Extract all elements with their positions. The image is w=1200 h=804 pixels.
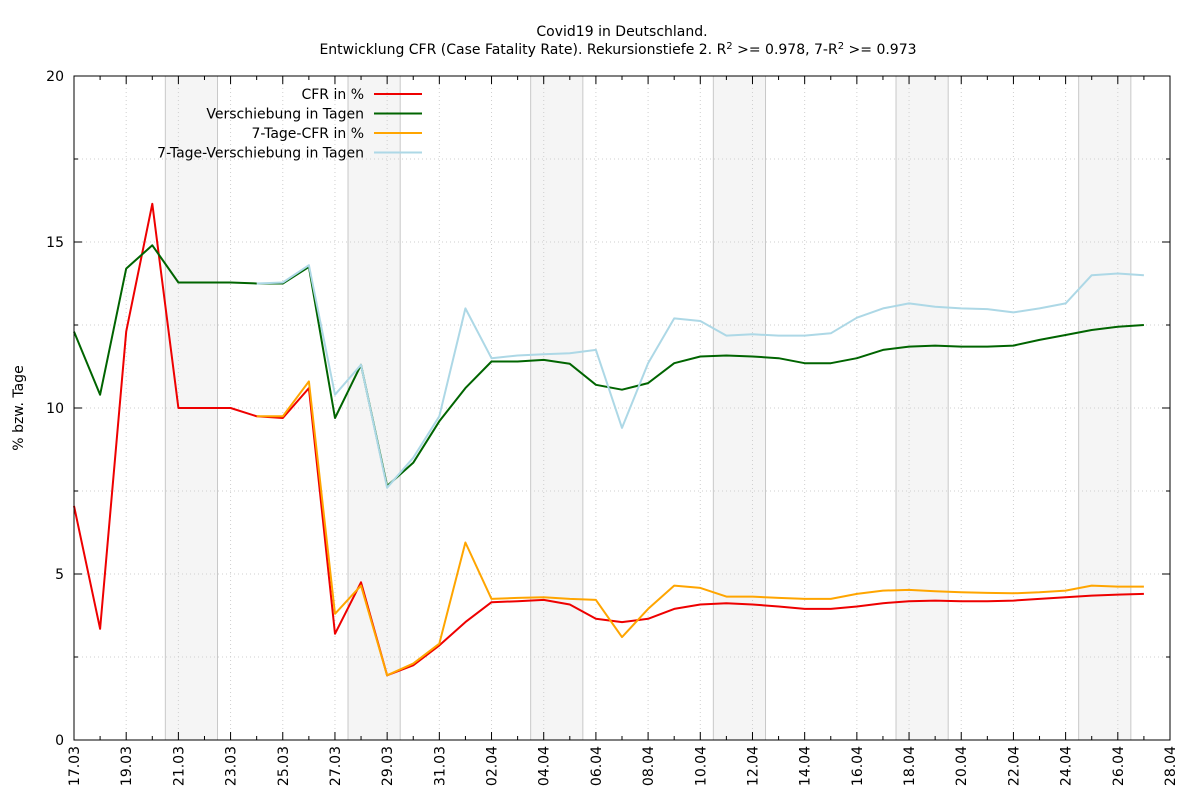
x-tick-label: 14.04 — [798, 746, 814, 786]
series-line-1 — [73, 202, 1144, 677]
x-tick-label: 19.03 — [119, 746, 135, 786]
x-tick-label: 12.04 — [745, 746, 761, 786]
x-tick-label: 10.04 — [693, 746, 709, 786]
x-tick-label: 22.04 — [1006, 746, 1022, 786]
series-line-2 — [73, 244, 1144, 487]
series-line-4 — [256, 264, 1144, 489]
x-tick-label: 24.04 — [1059, 746, 1075, 786]
weekend-band — [713, 76, 766, 740]
y-tick-label: 0 — [55, 733, 64, 749]
x-tick-label: 29.03 — [380, 746, 396, 786]
legend-label-2: Verschiebung in Tagen — [206, 107, 364, 123]
x-tick-label: 04.04 — [537, 746, 553, 786]
chart-title-line2: Entwicklung CFR (Case Fatality Rate). Re… — [319, 41, 916, 59]
x-tick-label: 31.03 — [432, 746, 448, 786]
x-tick-label: 20.04 — [954, 746, 970, 786]
x-tick-label: 16.04 — [850, 746, 866, 786]
x-tick-label: 23.03 — [224, 746, 240, 786]
x-tick-label: 08.04 — [641, 746, 657, 786]
series-line-3 — [256, 380, 1144, 677]
y-tick-label: 15 — [46, 235, 64, 251]
x-tick-label: 06.04 — [589, 746, 605, 786]
x-tick-label: 26.04 — [1111, 746, 1127, 786]
x-tick-label: 02.04 — [485, 746, 501, 786]
y-tick-label: 20 — [46, 69, 64, 85]
x-tick-label: 21.03 — [171, 746, 187, 786]
x-tick-label: 28.04 — [1163, 746, 1179, 786]
y-tick-label: 10 — [46, 401, 64, 417]
x-tick-label: 25.03 — [276, 746, 292, 786]
y-tick-label: 5 — [55, 567, 64, 583]
legend-label-3: 7-Tage-CFR in % — [251, 126, 364, 142]
legend-label-4: 7-Tage-Verschiebung in Tagen — [157, 146, 364, 162]
chart-title-line1: Covid19 in Deutschland. — [536, 24, 707, 40]
x-tick-label: 27.03 — [328, 746, 344, 786]
x-tick-label: 17.03 — [67, 746, 83, 786]
legend-label-1: CFR in % — [301, 87, 364, 103]
x-tick-label: 18.04 — [902, 746, 918, 786]
y-axis-label: % bzw. Tage — [11, 365, 27, 450]
